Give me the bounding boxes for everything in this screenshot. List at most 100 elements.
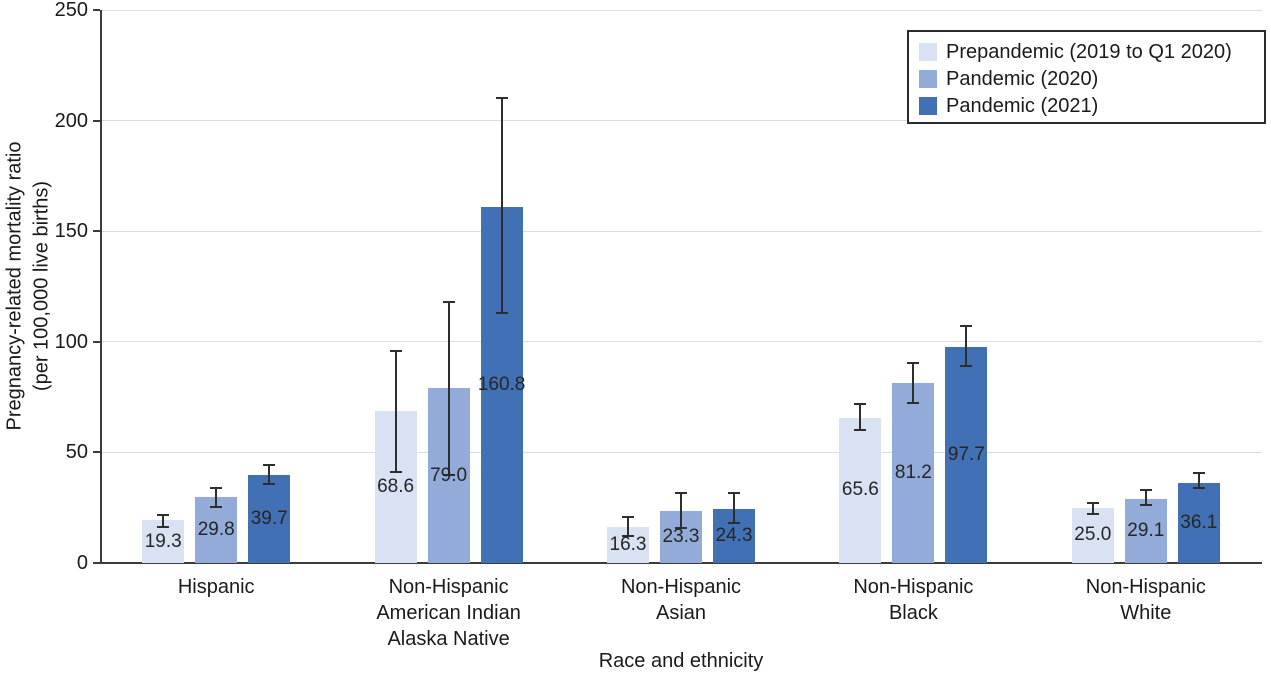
legend-row-pandemic-2021: Pandemic (2021) [919,92,1264,119]
y-tick-label-200: 200 [54,109,88,132]
error-bar-cap-top [1086,502,1099,505]
x-category-label-line: Non-Hispanic [1085,576,1206,598]
y-gridline-250 [100,9,1262,11]
bar-prepandemic-2019-to-q1-2020--4 [1071,507,1114,563]
error-bar-cap-top [1192,472,1205,475]
bar-pandemic-2020--4 [1124,498,1167,563]
error-bar-cap-top [495,97,508,100]
error-bar-line [859,403,862,431]
legend-swatch-prepandemic [919,42,937,61]
error-bar-cap-bottom [675,526,687,529]
y-tick-label-250: 250 [54,0,88,21]
error-bar-line [912,362,915,403]
error-bar-cap-bottom [1139,504,1152,507]
error-bar-cap-bottom [854,429,867,432]
error-bar-cap-bottom [495,312,508,315]
y-tick-0 [93,562,100,564]
error-bar-cap-bottom [728,522,740,525]
error-bar-cap-bottom [960,365,973,368]
y-tick-label-100: 100 [54,330,88,353]
y-tick-150 [93,230,100,233]
y-tick-label-0: 0 [76,552,88,574]
bar-prepandemic-2019-to-q1-2020--3 [839,417,882,563]
legend: Prepandemic (2019 to Q1 2020) Pandemic (… [907,30,1266,124]
error-bar-cap-bottom [210,505,223,508]
bar-pandemic-2021--0 [248,475,291,563]
error-bar-line [680,493,682,528]
error-bar-cap-bottom [1086,513,1099,516]
error-bar-line [394,350,397,473]
bar-value-label: 39.7 [250,508,288,530]
error-bar-line [733,493,735,524]
y-gridline-200 [100,120,1262,122]
error-bar-cap-top [442,300,455,303]
legend-row-prepandemic: Prepandemic (2019 to Q1 2020) [919,38,1264,65]
legend-row-pandemic-2020: Pandemic (2020) [919,65,1264,92]
x-category-label-line: American Indian [376,602,521,624]
error-bar-cap-top [622,515,634,518]
x-axis-line [100,562,1262,564]
x-category-label-3: Non-Hispanic Black [795,574,1031,626]
error-bar-line [447,301,450,475]
y-tick-250 [93,9,100,11]
bar-value-label: 24.3 [715,525,753,547]
legend-swatch-pandemic-2021 [919,96,937,115]
error-bar-line [162,515,165,527]
error-bar-cap-top [157,514,170,517]
bar-value-label: 25.0 [1074,524,1112,546]
error-bar-line [965,326,968,367]
bar-value-label: 16.3 [609,533,647,555]
bar-pandemic-2021--3 [945,346,988,563]
error-bar-cap-top [960,325,973,328]
y-gridline-150 [100,230,1262,232]
legend-swatch-pandemic-2020 [919,69,937,88]
error-bar-cap-top [389,349,402,352]
bar-value-label: 29.8 [197,519,235,541]
y-axis-line [100,10,102,563]
error-bar-line [500,98,503,314]
y-tick-50 [93,451,100,454]
bar-value-label: 36.1 [1180,512,1218,534]
x-category-label-1: Non-Hispanic American Indian Alaska Native [331,574,567,652]
bar-value-label: 29.1 [1127,519,1165,541]
error-bar-cap-top [907,361,920,364]
x-category-label-2: Non-Hispanic Asian [563,574,799,626]
bar-pandemic-2020--0 [195,497,238,563]
error-bar-line [268,464,271,485]
y-tick-100 [93,340,100,343]
x-category-label-line: Alaska Native [387,628,510,650]
bar-value-label: 97.7 [947,443,985,465]
x-category-label-0: Hispanic [98,574,334,600]
error-bar-cap-top [675,492,687,495]
x-category-label-line: Black [888,602,938,624]
x-category-label-line: Asian [655,602,707,624]
legend-label-prepandemic: Prepandemic (2019 to Q1 2020) [946,40,1232,63]
x-category-label-line: Non-Hispanic [620,576,742,598]
x-category-label-line: White [1120,602,1172,624]
bar-value-label: 68.6 [377,476,415,498]
error-bar-cap-top [263,463,276,466]
error-bar-cap-bottom [157,525,170,528]
error-bar-cap-top [1139,489,1152,491]
error-bar-cap-top [210,486,223,489]
x-category-label-line: Non-Hispanic [853,576,974,598]
legend-label-pandemic-2021: Pandemic (2021) [946,94,1099,117]
y-gridline-100 [100,341,1262,343]
bar-value-label: 19.3 [144,530,182,552]
error-bar-cap-bottom [263,483,276,486]
error-bar-line [1144,490,1147,506]
y-tick-200 [93,119,100,122]
x-axis-title: Race and ethnicity [598,650,764,672]
error-bar-cap-bottom [389,471,402,474]
y-tick-label-150: 150 [54,220,88,243]
y-tick-label-50: 50 [65,441,88,464]
error-bar-line [1197,473,1200,488]
error-bar-line [1091,503,1094,515]
x-category-label-line: Non-Hispanic [388,576,509,598]
legend-label-pandemic-2020: Pandemic (2020) [946,67,1099,90]
error-bar-line [215,487,218,507]
bar-value-label: 79.0 [430,464,468,486]
error-bar-cap-top [728,492,740,495]
